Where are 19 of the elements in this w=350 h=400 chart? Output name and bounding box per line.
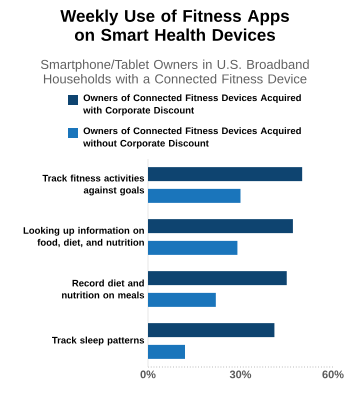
bar xyxy=(148,240,238,255)
y-tick-label: Track sleep patterns xyxy=(52,336,144,346)
bar xyxy=(148,188,240,203)
legend-label: Owners of Connected Fitness Devices Acquired without Corporate Discount xyxy=(83,127,301,148)
x-tick-label: 60% xyxy=(322,370,344,378)
legend-label: Owners of Connected Fitness Devices Acquired with Corporate Discount xyxy=(83,94,301,116)
bar xyxy=(148,219,293,234)
x-tick-label: 30% xyxy=(230,370,252,378)
bar xyxy=(148,323,274,338)
bar xyxy=(148,271,287,286)
bar xyxy=(148,344,185,359)
bar xyxy=(148,292,216,307)
y-tick-label: Record diet and nutrition on meals xyxy=(62,280,144,298)
bar xyxy=(148,167,302,182)
y-tick-label: Track fitness activities against goals xyxy=(42,174,144,196)
x-tick-label: 0% xyxy=(140,370,156,378)
chart-title: Weekly Use of Fitness Apps on Smart Health Devices xyxy=(60,10,289,41)
chart-subtitle: Smartphone/Tablet Owners in U.S. Broadband Households with a Connected Fitness Device xyxy=(40,60,309,84)
y-tick-label: Looking up information on food, diet, and nutrition xyxy=(24,226,144,248)
